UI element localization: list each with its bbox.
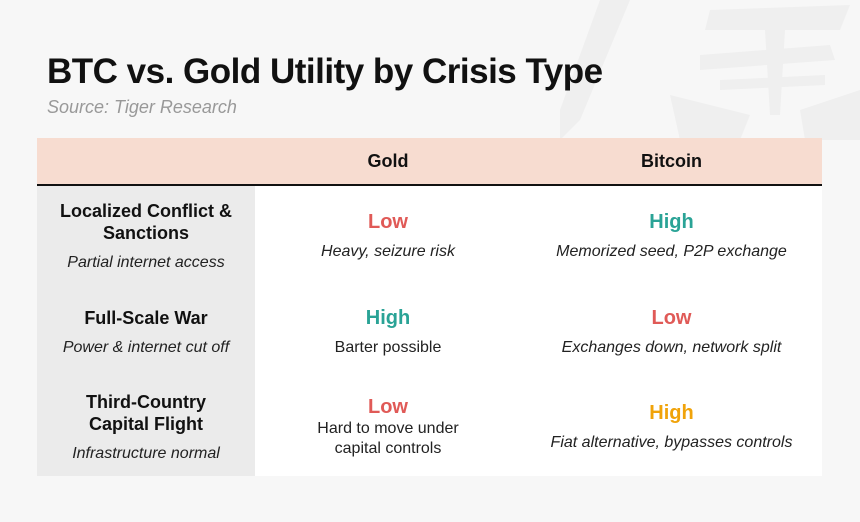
bitcoin-cell: High Memorized seed, P2P exchange <box>521 186 822 287</box>
crisis-subtitle: Power & internet cut off <box>62 339 230 356</box>
page-title: BTC vs. Gold Utility by Crisis Type <box>47 52 603 91</box>
gold-cell: Low Heavy, seizure risk <box>255 186 521 287</box>
gold-desc: Barter possible <box>334 339 442 356</box>
crisis-title: Localized Conflict & Sanctions <box>59 201 232 243</box>
table-row: Full-Scale War Power & internet cut off … <box>37 287 822 378</box>
gold-level: Low <box>368 395 408 418</box>
bitcoin-cell: Low Exchanges down, network split <box>521 287 822 378</box>
bitcoin-cell: High Fiat alternative, bypasses controls <box>521 378 822 476</box>
row-label: Full-Scale War Power & internet cut off <box>37 287 255 378</box>
bitcoin-desc: Fiat alternative, bypasses controls <box>550 433 793 451</box>
header-bitcoin: Bitcoin <box>641 150 702 171</box>
crisis-subtitle: Infrastructure normal <box>72 444 220 462</box>
crisis-title: Full-Scale War <box>84 308 208 328</box>
crisis-title: Third-Country Capital Flight <box>86 391 206 434</box>
bitcoin-level: High <box>649 211 694 233</box>
gold-cell: High Barter possible <box>255 287 521 378</box>
table-row: Localized Conflict & Sanctions Partial i… <box>37 186 822 287</box>
bitcoin-desc: Memorized seed, P2P exchange <box>556 243 787 260</box>
header-gold: Gold <box>367 150 409 171</box>
table-header: Gold Bitcoin <box>37 138 822 186</box>
bitcoin-desc: Exchanges down, network split <box>561 339 782 356</box>
gold-desc: Heavy, seizure risk <box>321 243 455 260</box>
tiger-watermark-logo <box>560 0 860 140</box>
crisis-subtitle: Partial internet access <box>67 254 225 271</box>
table-row: Third-Country Capital Flight Infrastruct… <box>37 378 822 476</box>
gold-level: Low <box>368 211 408 233</box>
gold-desc: Hard to move under capital controls <box>317 419 459 457</box>
bitcoin-level: Low <box>651 307 692 329</box>
gold-cell: Low Hard to move under capital controls <box>255 378 521 476</box>
comparison-table: Gold Bitcoin Localized Conflict & Sancti… <box>37 138 822 476</box>
bitcoin-level: High <box>649 401 694 424</box>
source-note: Source: Tiger Research <box>47 97 237 117</box>
gold-level: High <box>365 307 411 329</box>
row-label: Localized Conflict & Sanctions Partial i… <box>37 186 255 287</box>
row-label: Third-Country Capital Flight Infrastruct… <box>37 378 255 476</box>
